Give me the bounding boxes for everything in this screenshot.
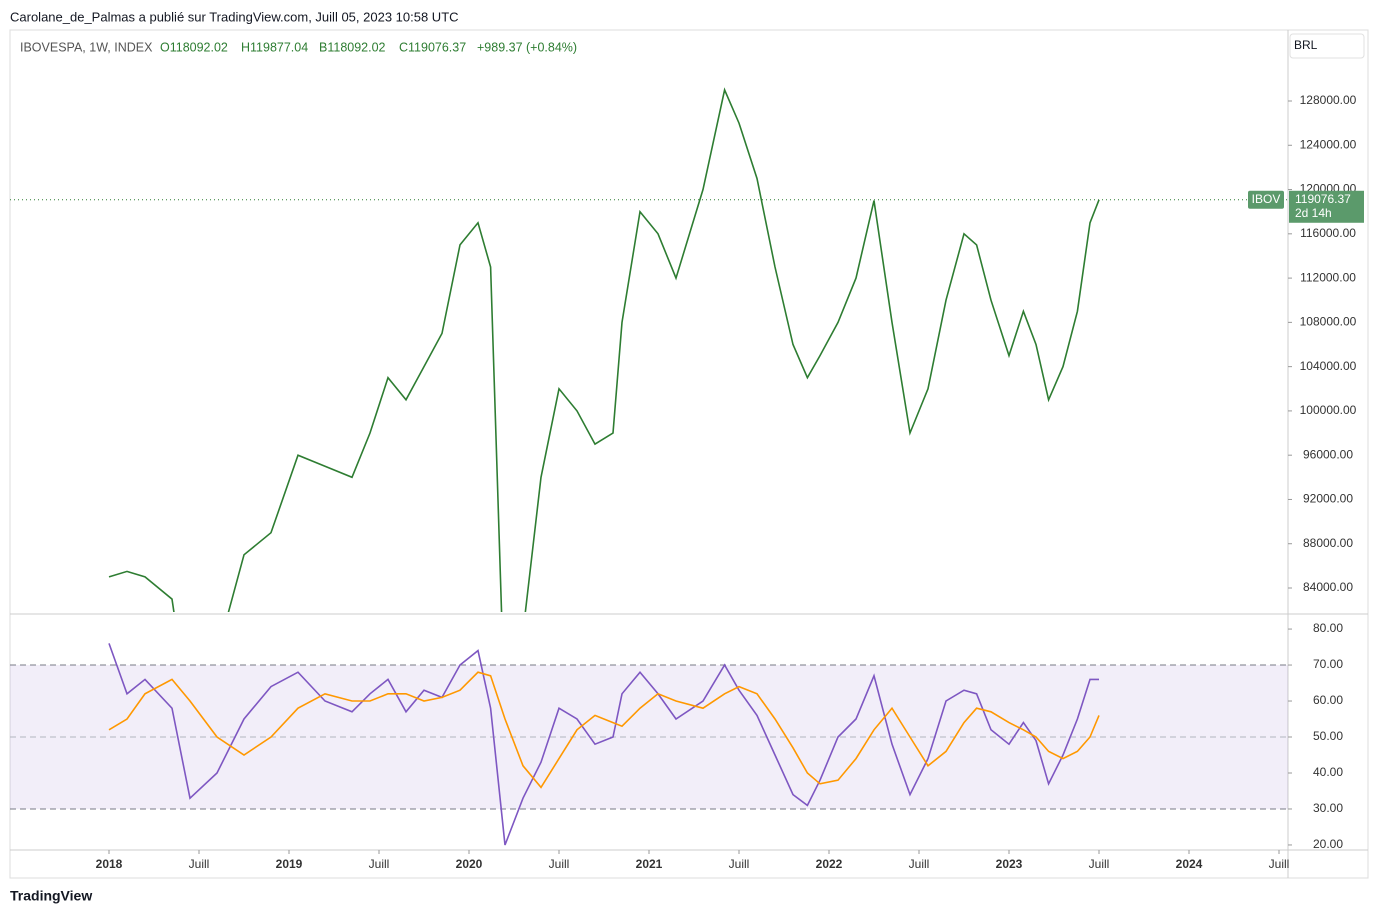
symbol-tag: IBOV [1252, 192, 1281, 206]
y-tick-label: 84000.00 [1303, 580, 1353, 594]
y-tick-label: 104000.00 [1300, 359, 1357, 373]
y-tick-label: 92000.00 [1303, 492, 1353, 506]
y-tick-label: 88000.00 [1303, 536, 1353, 550]
x-tick-label: Juill [1089, 857, 1110, 871]
y-tick-label: 50.00 [1313, 729, 1343, 743]
y-tick-label: 100000.00 [1300, 403, 1357, 417]
y-tick-label: 108000.00 [1300, 315, 1357, 329]
y-tick-label: 80.00 [1313, 621, 1343, 635]
x-tick-label: 2023 [996, 857, 1023, 871]
x-tick-label: Juill [189, 857, 210, 871]
pane [108, 87, 1100, 612]
y-tick-label: 70.00 [1313, 657, 1343, 671]
y-tick-label: 60.00 [1313, 693, 1343, 707]
countdown: 2d 14h [1295, 206, 1332, 220]
last-price: 119076.37 [1295, 192, 1351, 206]
ohlc-close: C119076.37 [399, 40, 466, 54]
series-line [108, 87, 1100, 612]
x-tick-label: 2022 [816, 857, 843, 871]
y-tick-label: 112000.00 [1300, 270, 1356, 284]
pane [10, 643, 1288, 846]
x-tick-label: 2018 [96, 857, 123, 871]
ohlc-high: H119877.04 [241, 40, 308, 54]
x-tick-label: 2021 [636, 857, 663, 871]
x-tick-label: 2020 [456, 857, 483, 871]
series-line [108, 643, 1099, 846]
symbol-line: IBOVESPA, 1W, INDEX [20, 40, 153, 54]
y-tick-label: 20.00 [1313, 837, 1343, 851]
last-price-bg [1289, 190, 1364, 223]
currency-box[interactable] [1289, 33, 1365, 59]
ohlc-low: B118092.02 [319, 40, 386, 54]
y-tick-label: 128000.00 [1300, 93, 1357, 107]
y-tick-label: 40.00 [1313, 765, 1343, 779]
symbol-tag-bg [1248, 190, 1284, 209]
y-tick-label: 30.00 [1313, 801, 1343, 815]
x-tick-label: Juill [549, 857, 570, 871]
y-tick-label: 96000.00 [1303, 447, 1353, 461]
frame [9, 29, 1369, 879]
x-tick-label: 2024 [1176, 857, 1203, 871]
series-line [108, 671, 1100, 789]
ohlc-change: +989.37 (+0.84%) [477, 40, 577, 54]
publisher-line: Carolane_de_Palmas a publié sur TradingV… [10, 9, 459, 24]
x-tick-label: Juill [729, 857, 750, 871]
x-tick-label: 2019 [276, 857, 303, 871]
x-tick-label: Juill [1269, 857, 1290, 871]
x-tick-label: Juill [909, 857, 930, 871]
y-tick-label: 124000.00 [1300, 137, 1357, 151]
ohlc-open: O118092.02 [160, 40, 228, 54]
y-tick-label: 116000.00 [1300, 226, 1356, 240]
brand: TradingView [10, 888, 92, 904]
x-tick-label: Juill [369, 857, 390, 871]
currency[interactable]: BRL [1294, 38, 1318, 52]
